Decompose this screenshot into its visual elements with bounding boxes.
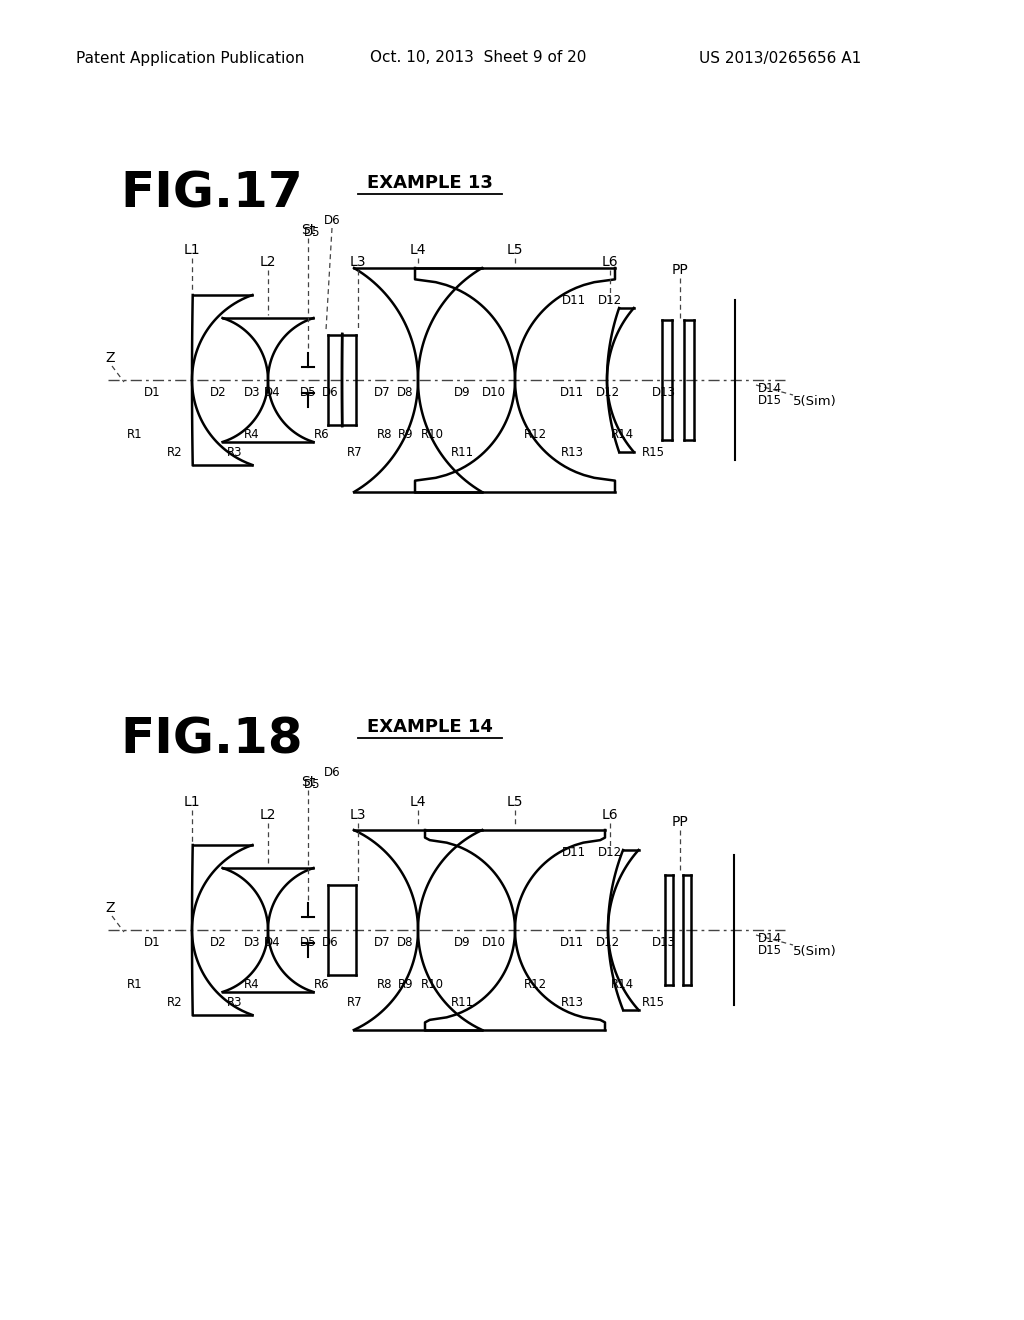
Text: US 2013/0265656 A1: US 2013/0265656 A1 [698, 50, 861, 66]
Text: L1: L1 [183, 243, 201, 257]
Text: D8: D8 [396, 936, 414, 949]
Text: PP: PP [672, 814, 688, 829]
Text: D9: D9 [454, 385, 470, 399]
Text: D6: D6 [322, 385, 338, 399]
Text: D5: D5 [304, 777, 321, 791]
Text: D7: D7 [374, 385, 390, 399]
Text: Patent Application Publication: Patent Application Publication [76, 50, 304, 66]
Text: R3: R3 [227, 446, 243, 458]
Text: FIG.18: FIG.18 [120, 715, 303, 763]
Text: L2: L2 [260, 255, 276, 269]
Text: R6: R6 [314, 429, 330, 441]
Text: L5: L5 [507, 795, 523, 809]
Text: L2: L2 [260, 808, 276, 822]
Text: R4: R4 [244, 978, 260, 991]
Text: D6: D6 [324, 766, 340, 779]
Text: R2: R2 [167, 446, 183, 458]
Text: D10: D10 [482, 385, 506, 399]
Text: D15: D15 [758, 395, 782, 408]
Text: D13: D13 [652, 385, 676, 399]
Text: D4: D4 [264, 385, 281, 399]
Text: R12: R12 [523, 429, 547, 441]
Text: R6: R6 [314, 978, 330, 991]
Text: Z: Z [105, 902, 115, 915]
Text: R7: R7 [347, 446, 362, 458]
Text: D6: D6 [324, 214, 340, 227]
Text: R14: R14 [610, 429, 634, 441]
Text: D12: D12 [596, 936, 621, 949]
Text: D8: D8 [396, 385, 414, 399]
Text: R15: R15 [641, 995, 665, 1008]
Text: R2: R2 [167, 995, 183, 1008]
Text: D12: D12 [596, 385, 621, 399]
Text: D14: D14 [758, 932, 782, 945]
Text: St: St [301, 223, 315, 238]
Text: R3: R3 [227, 995, 243, 1008]
Text: D2: D2 [210, 936, 226, 949]
Text: R12: R12 [523, 978, 547, 991]
Text: EXAMPLE 14: EXAMPLE 14 [367, 718, 493, 737]
Text: R4: R4 [244, 429, 260, 441]
Text: R14: R14 [610, 978, 634, 991]
Text: R11: R11 [451, 995, 473, 1008]
Text: D9: D9 [454, 936, 470, 949]
Text: D13: D13 [652, 936, 676, 949]
Text: L1: L1 [183, 795, 201, 809]
Text: R10: R10 [421, 978, 443, 991]
Text: L4: L4 [410, 243, 426, 257]
Text: D7: D7 [374, 936, 390, 949]
Text: R9: R9 [398, 978, 414, 991]
Text: L6: L6 [602, 255, 618, 269]
Text: R9: R9 [398, 429, 414, 441]
Text: D3: D3 [244, 385, 260, 399]
Text: D11: D11 [560, 385, 584, 399]
Text: D11: D11 [562, 846, 586, 858]
Text: D10: D10 [482, 936, 506, 949]
Text: St: St [301, 775, 315, 789]
Text: 5(Sim): 5(Sim) [793, 396, 837, 408]
Text: D5: D5 [304, 226, 321, 239]
Text: EXAMPLE 13: EXAMPLE 13 [367, 174, 493, 191]
Text: D1: D1 [143, 936, 161, 949]
Text: D3: D3 [244, 936, 260, 949]
Text: L3: L3 [350, 255, 367, 269]
Text: R1: R1 [127, 978, 142, 991]
Text: PP: PP [672, 263, 688, 277]
Text: D11: D11 [562, 293, 586, 306]
Text: D5: D5 [300, 936, 316, 949]
Text: R1: R1 [127, 429, 142, 441]
Text: R13: R13 [560, 995, 584, 1008]
Text: Z: Z [105, 351, 115, 366]
Text: Oct. 10, 2013  Sheet 9 of 20: Oct. 10, 2013 Sheet 9 of 20 [370, 50, 586, 66]
Text: FIG.17: FIG.17 [120, 170, 303, 218]
Text: D4: D4 [264, 936, 281, 949]
Text: 5(Sim): 5(Sim) [793, 945, 837, 958]
Text: D2: D2 [210, 385, 226, 399]
Text: D11: D11 [560, 936, 584, 949]
Text: L6: L6 [602, 808, 618, 822]
Text: L3: L3 [350, 808, 367, 822]
Text: D12: D12 [598, 846, 622, 858]
Text: R11: R11 [451, 446, 473, 458]
Text: R8: R8 [377, 978, 393, 991]
Text: D5: D5 [300, 385, 316, 399]
Text: D14: D14 [758, 381, 782, 395]
Text: D12: D12 [598, 293, 622, 306]
Text: R10: R10 [421, 429, 443, 441]
Text: L5: L5 [507, 243, 523, 257]
Text: R8: R8 [377, 429, 393, 441]
Text: R13: R13 [560, 446, 584, 458]
Text: L4: L4 [410, 795, 426, 809]
Text: R15: R15 [641, 446, 665, 458]
Text: R7: R7 [347, 995, 362, 1008]
Text: D1: D1 [143, 385, 161, 399]
Text: D15: D15 [758, 945, 782, 957]
Text: D6: D6 [322, 936, 338, 949]
